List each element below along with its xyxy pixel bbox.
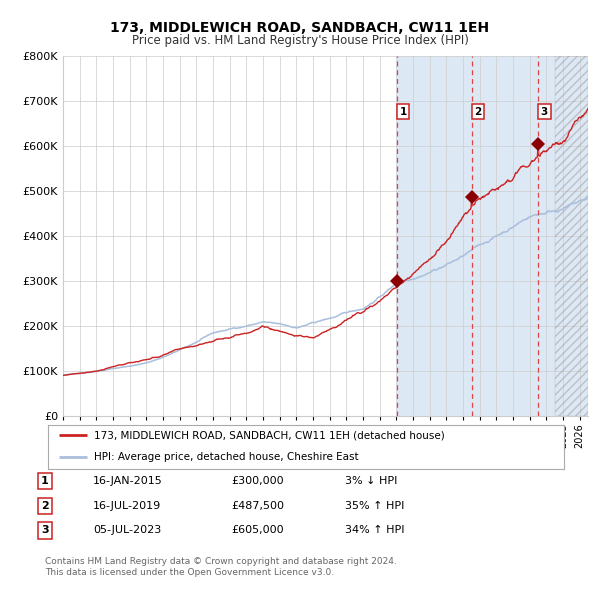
Bar xyxy=(554,56,588,416)
Text: 3% ↓ HPI: 3% ↓ HPI xyxy=(345,476,397,486)
Text: 3: 3 xyxy=(541,107,548,117)
Text: 173, MIDDLEWICH ROAD, SANDBACH, CW11 1EH (detached house): 173, MIDDLEWICH ROAD, SANDBACH, CW11 1EH… xyxy=(94,431,445,440)
Text: 1: 1 xyxy=(41,476,49,486)
Text: 16-JAN-2015: 16-JAN-2015 xyxy=(93,476,163,486)
Text: 1: 1 xyxy=(400,107,407,117)
Text: This data is licensed under the Open Government Licence v3.0.: This data is licensed under the Open Gov… xyxy=(45,568,334,577)
Text: 05-JUL-2023: 05-JUL-2023 xyxy=(93,526,161,535)
Text: 16-JUL-2019: 16-JUL-2019 xyxy=(93,501,161,510)
Text: Price paid vs. HM Land Registry's House Price Index (HPI): Price paid vs. HM Land Registry's House … xyxy=(131,34,469,47)
Text: HPI: Average price, detached house, Cheshire East: HPI: Average price, detached house, Ches… xyxy=(94,452,359,461)
Text: Contains HM Land Registry data © Crown copyright and database right 2024.: Contains HM Land Registry data © Crown c… xyxy=(45,558,397,566)
Text: 173, MIDDLEWICH ROAD, SANDBACH, CW11 1EH: 173, MIDDLEWICH ROAD, SANDBACH, CW11 1EH xyxy=(110,21,490,35)
Text: £487,500: £487,500 xyxy=(231,501,284,510)
Text: 2: 2 xyxy=(475,107,482,117)
Text: 3: 3 xyxy=(41,526,49,535)
Text: £300,000: £300,000 xyxy=(231,476,284,486)
Text: 34% ↑ HPI: 34% ↑ HPI xyxy=(345,526,404,535)
Text: 35% ↑ HPI: 35% ↑ HPI xyxy=(345,501,404,510)
Bar xyxy=(397,56,588,416)
Text: 2: 2 xyxy=(41,501,49,510)
Text: £605,000: £605,000 xyxy=(231,526,284,535)
